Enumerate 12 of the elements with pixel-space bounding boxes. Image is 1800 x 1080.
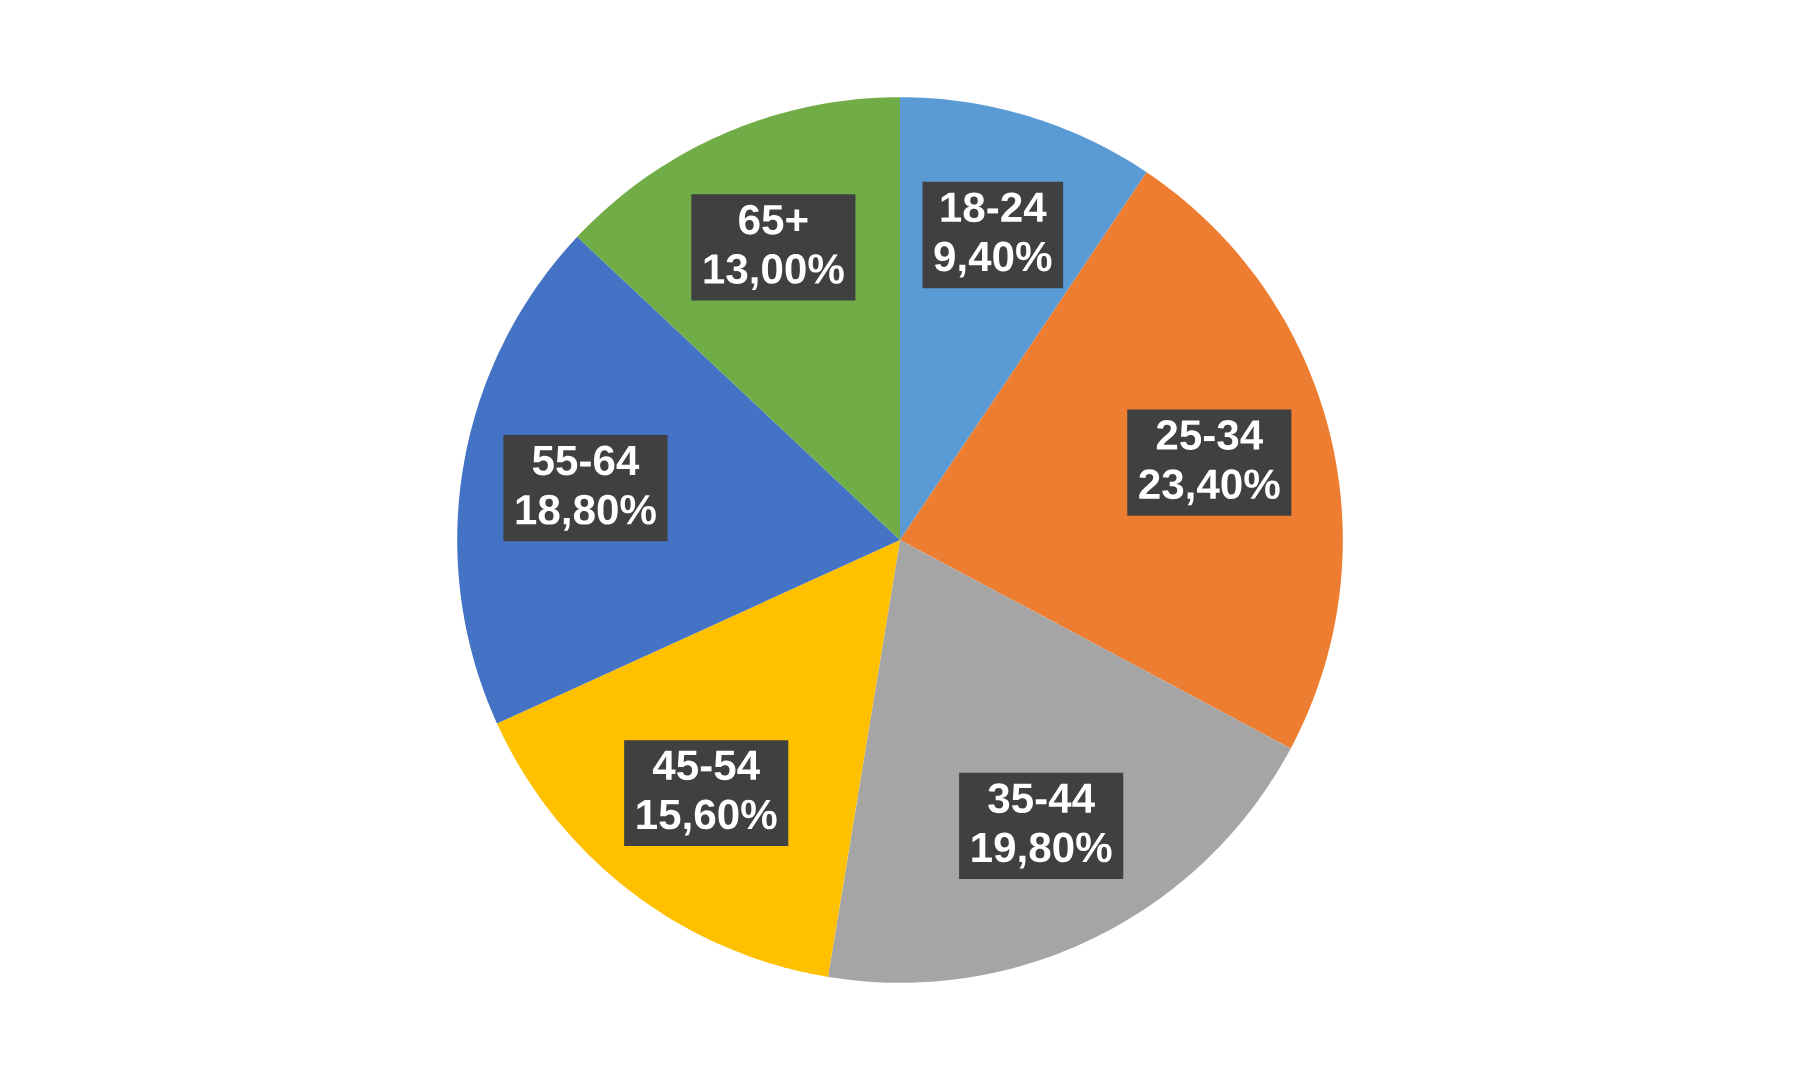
slice-label: 55-64 (532, 445, 640, 476)
slice-label: 18-24 (941, 192, 1047, 223)
data-label: 18,80% (516, 494, 656, 531)
slice-label: 25-34 (1156, 420, 1263, 451)
slice-label: 45-54 (652, 750, 760, 781)
data-label: 9,40% (934, 241, 1052, 278)
data-label: 23,40% (1139, 469, 1280, 506)
data-label: 19,80% (972, 832, 1112, 869)
slice-label: 35-44 (988, 783, 1095, 814)
data-label: 15,60% (637, 799, 777, 836)
slice-label: 65+ (739, 204, 808, 235)
data-label: 13,00% (704, 254, 844, 290)
